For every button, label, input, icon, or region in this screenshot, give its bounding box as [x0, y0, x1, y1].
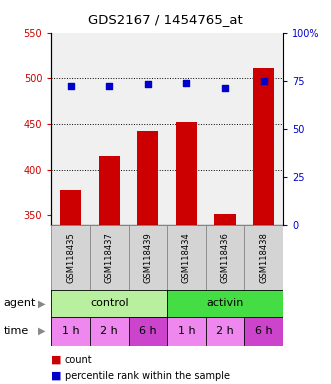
Text: ■: ■ — [51, 371, 62, 381]
Bar — [90, 317, 128, 346]
Text: ▶: ▶ — [38, 326, 45, 336]
Bar — [51, 317, 90, 346]
Text: agent: agent — [3, 298, 36, 308]
Point — [184, 79, 189, 86]
Bar — [176, 122, 197, 225]
Text: GSM118438: GSM118438 — [259, 232, 268, 283]
Point — [261, 78, 266, 84]
Point — [145, 81, 151, 88]
Text: GSM118437: GSM118437 — [105, 232, 114, 283]
Text: 6 h: 6 h — [139, 326, 157, 336]
Bar — [51, 290, 167, 317]
Bar — [128, 225, 167, 290]
Bar — [137, 131, 159, 225]
Bar — [51, 225, 90, 290]
Text: count: count — [65, 355, 92, 365]
Text: 6 h: 6 h — [255, 326, 272, 336]
Text: ■: ■ — [51, 355, 62, 365]
Point — [222, 85, 228, 91]
Bar — [214, 214, 236, 225]
Text: ▶: ▶ — [38, 298, 45, 308]
Text: 2 h: 2 h — [216, 326, 234, 336]
Bar — [244, 317, 283, 346]
Bar — [128, 317, 167, 346]
Bar — [99, 156, 120, 225]
Text: 2 h: 2 h — [100, 326, 118, 336]
Text: GSM118439: GSM118439 — [143, 232, 152, 283]
Bar — [244, 225, 283, 290]
Text: GSM118434: GSM118434 — [182, 232, 191, 283]
Text: activin: activin — [207, 298, 244, 308]
Bar — [167, 225, 206, 290]
Bar — [60, 190, 81, 225]
Bar — [167, 290, 283, 317]
Text: GDS2167 / 1454765_at: GDS2167 / 1454765_at — [88, 13, 243, 26]
Text: 1 h: 1 h — [178, 326, 195, 336]
Text: GSM118436: GSM118436 — [220, 232, 230, 283]
Bar — [206, 317, 244, 346]
Text: GSM118435: GSM118435 — [66, 232, 75, 283]
Bar — [167, 317, 206, 346]
Point — [68, 83, 73, 89]
Bar — [90, 225, 128, 290]
Point — [107, 83, 112, 89]
Text: percentile rank within the sample: percentile rank within the sample — [65, 371, 229, 381]
Bar — [253, 68, 274, 225]
Bar — [206, 225, 244, 290]
Text: 1 h: 1 h — [62, 326, 79, 336]
Text: time: time — [3, 326, 28, 336]
Text: control: control — [90, 298, 128, 308]
